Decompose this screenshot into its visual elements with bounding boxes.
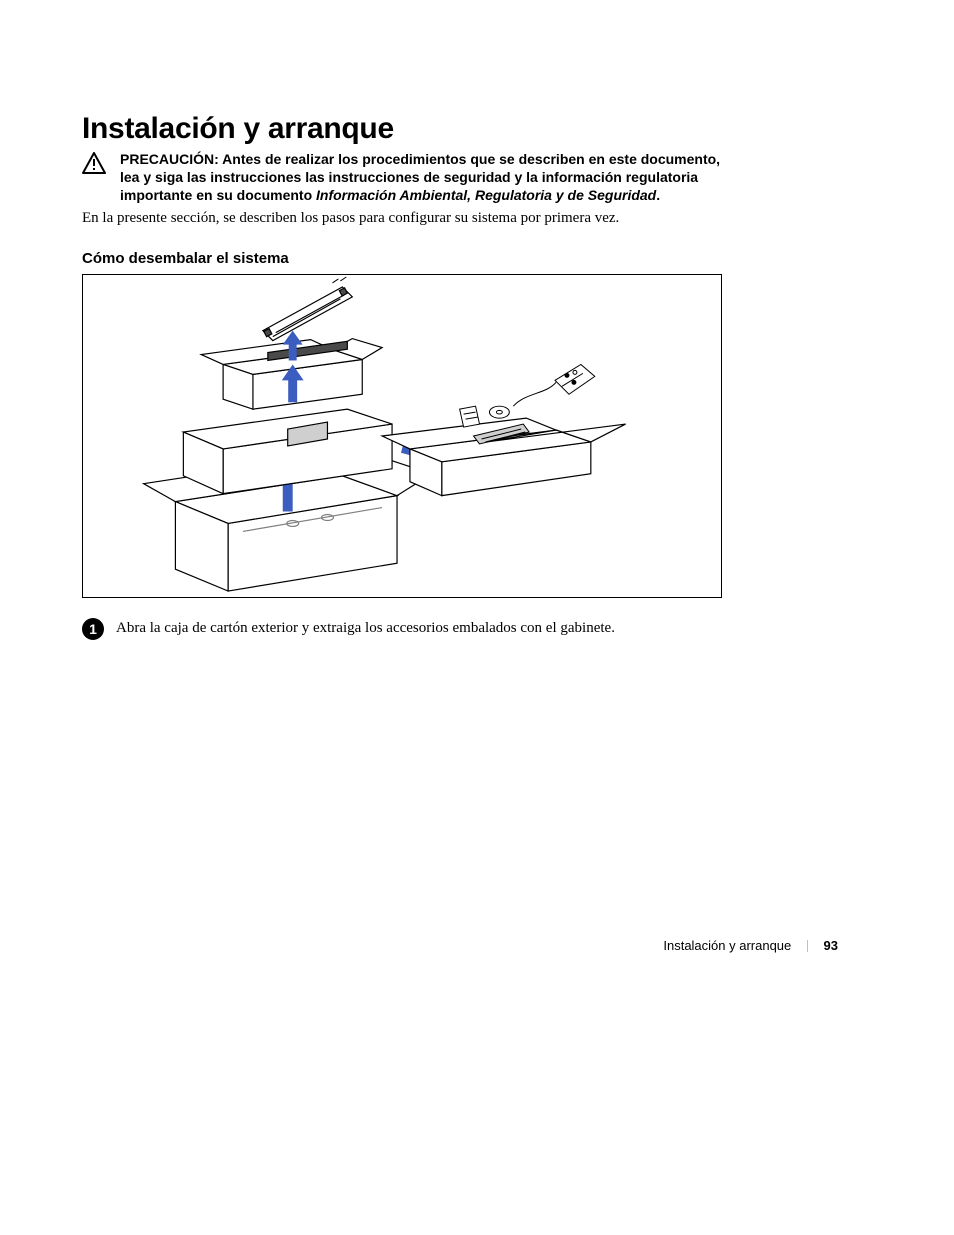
accessory-cable-icon (513, 382, 556, 406)
rail-component-icon (263, 277, 352, 341)
section-heading: Cómo desembalar el sistema (82, 250, 289, 267)
accessory-booklet-icon (460, 406, 480, 427)
unpacking-illustration (83, 275, 721, 597)
intro-paragraph: En la presente sección, se describen los… (82, 208, 732, 228)
footer-section: Instalación y arranque (663, 938, 791, 953)
page-footer: Instalación y arranque 93 (548, 938, 838, 953)
caution-period: . (656, 187, 660, 203)
footer-separator-icon (807, 940, 808, 952)
accessory-disc-icon (489, 406, 509, 418)
footer-page-number: 93 (824, 938, 838, 953)
warning-triangle-icon (82, 152, 106, 174)
figure-frame (82, 274, 722, 598)
caution-italic: Información Ambiental, Regulatoria y de … (316, 187, 656, 203)
step-text: Abra la caja de cartón exterior y extrai… (116, 620, 615, 637)
document-page: Instalación y arranque PRECAUCIÓN: Antes… (0, 0, 954, 1235)
step-number-badge: 1 (82, 618, 104, 640)
page-title: Instalación y arranque (82, 112, 394, 146)
accessory-tag-icon (555, 364, 595, 394)
caution-label: PRECAUCIÓN: (120, 151, 219, 167)
caution-text: PRECAUCIÓN: Antes de realizar los proced… (120, 150, 735, 204)
